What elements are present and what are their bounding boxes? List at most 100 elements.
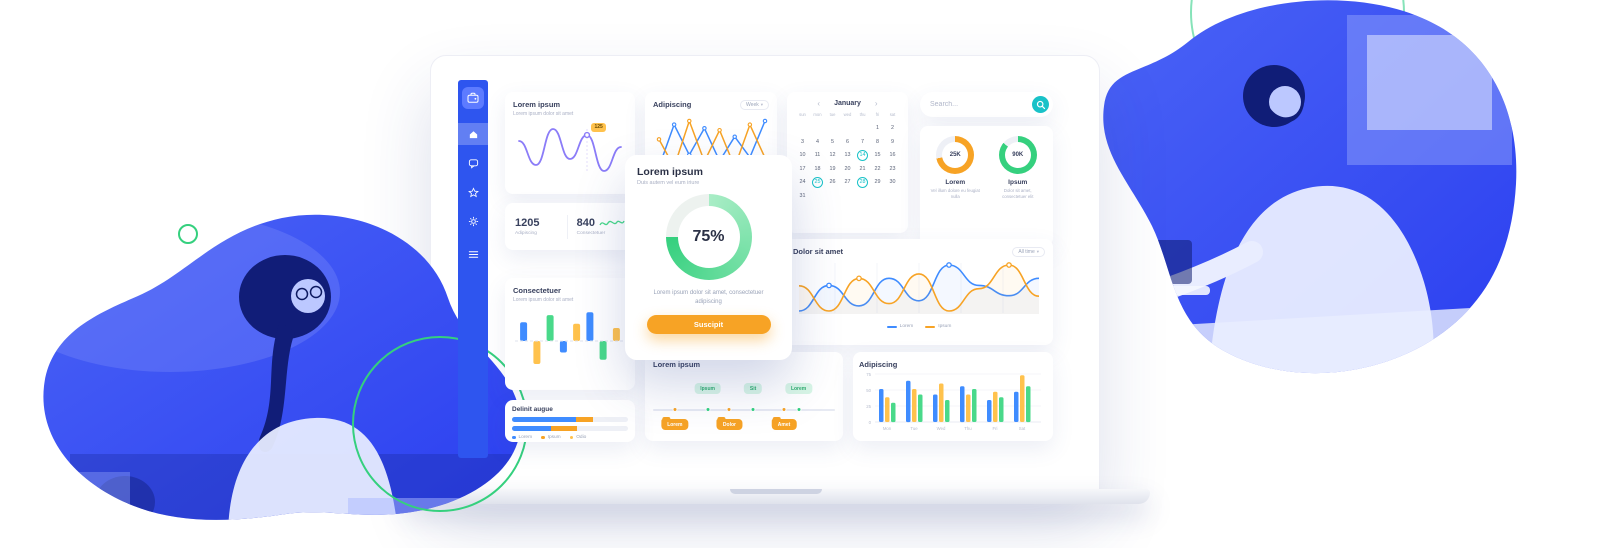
photo-man [1103, 0, 1517, 374]
data-point [856, 275, 862, 282]
timeline-tag[interactable]: Amet [771, 416, 797, 430]
bar [945, 400, 950, 422]
calendar-day[interactable]: 27 [844, 179, 851, 186]
calendar-day[interactable]: 13 [844, 152, 851, 159]
calendar-day[interactable]: 6 [846, 138, 849, 145]
calendar-day[interactable]: 11 [814, 152, 821, 159]
sidebar-item-home[interactable] [458, 123, 488, 145]
chat-icon [468, 158, 478, 169]
data-point [583, 131, 591, 138]
card-title: Lorem ipsum [513, 100, 561, 109]
card-consectetuer: Consectetuer Lorem ipsum dolor sit amet [505, 278, 635, 390]
calendar-day[interactable]: 30 [889, 179, 896, 186]
bar [972, 389, 977, 422]
timeline-node [705, 406, 711, 412]
y-axis-label: 0 [869, 420, 872, 425]
x-axis-label: Wed [937, 426, 946, 431]
sidebar-item-favorites[interactable] [458, 181, 488, 203]
next-month-button[interactable]: › [874, 99, 878, 108]
calendar-day[interactable]: 24 [799, 179, 806, 186]
line-series [518, 127, 622, 172]
timeline: Ipsum Sit Lorem Lorem Dolor Amet [653, 371, 835, 435]
calendar-day[interactable]: 31 [799, 192, 806, 199]
bar [918, 394, 923, 422]
timeline-tag[interactable]: Lorem [661, 416, 689, 430]
legend-item: Ipsum [541, 435, 561, 440]
calendar-day[interactable]: 10 [799, 152, 806, 159]
home-icon [469, 130, 477, 138]
data-point [717, 127, 722, 133]
x-axis-label: Sat [1019, 426, 1026, 431]
sidebar-item-menu[interactable] [458, 243, 488, 265]
range-label: Week [746, 102, 759, 108]
range-dropdown-week[interactable]: Week ▾ [740, 100, 769, 110]
bar [960, 386, 965, 423]
timeline-tag[interactable]: Sit [743, 383, 763, 394]
calendar-day[interactable]: 28 [855, 176, 870, 190]
calendar-day [885, 190, 900, 204]
y-axis-label: 50 [866, 388, 871, 393]
donut-center: 75% [677, 206, 740, 268]
timeline-node [726, 406, 732, 412]
calendar-day[interactable]: 4 [816, 138, 819, 145]
suscipit-button[interactable]: Suscipit [646, 315, 771, 334]
bar [586, 311, 594, 341]
legend-item: Ipsum [925, 324, 951, 329]
bar [939, 383, 944, 422]
range-dropdown-alltime[interactable]: All time ▾ [1012, 247, 1045, 257]
calendar-day[interactable]: 1 [876, 125, 879, 132]
calendar-day[interactable]: 8 [876, 138, 879, 145]
card-lorem-line: Lorem ipsum Lorem ipsum dolor sit amet 1… [505, 92, 635, 194]
data-point [747, 122, 753, 127]
sidebar-item-messages[interactable] [458, 152, 488, 174]
calendar-day[interactable]: 25 [810, 176, 825, 190]
percent-label: 75% [692, 228, 725, 245]
timeline-tag[interactable]: Lorem [784, 383, 813, 394]
calendar-day[interactable]: 23 [889, 165, 896, 172]
search-button[interactable] [1032, 96, 1049, 113]
calendar-day[interactable]: 22 [874, 165, 881, 172]
calendar-day-header: wed [843, 112, 852, 117]
donut-subtext: Dolor sit amet, consectetuer elit [1002, 188, 1034, 200]
calendar-day-header: fri [875, 112, 880, 117]
bar [933, 394, 938, 422]
calendar-day[interactable]: 18 [814, 165, 821, 172]
sidebar-logo[interactable] [462, 87, 484, 109]
data-point [1006, 262, 1012, 268]
calendar-day[interactable]: 15 [874, 152, 881, 159]
calendar-day [825, 190, 840, 204]
calendar-day[interactable]: 14 [855, 149, 870, 163]
x-axis-label: Mon [883, 426, 892, 431]
prev-month-button[interactable]: ‹ [817, 99, 821, 108]
timeline-tag[interactable]: Ipsum [694, 383, 721, 394]
timeline-tag[interactable]: Dolor [716, 416, 742, 430]
calendar-day-header: thu [859, 112, 866, 117]
bar [599, 340, 607, 360]
donut-chart: 25K [936, 136, 975, 174]
calendar-day[interactable]: 29 [874, 179, 881, 186]
card-donut-stats: 25K Lorem Vel illum dolore eu feugiat null… [920, 126, 1053, 246]
calendar-day[interactable]: 5 [831, 138, 834, 145]
legend-item: Odio [569, 435, 586, 440]
calendar-day[interactable]: 20 [844, 165, 851, 172]
grouped-bar-chart: 0 25 50 75 Mon Tue Wed Thu Fri Sat [866, 372, 1041, 431]
calendar-day[interactable]: 16 [889, 152, 896, 159]
chart-legend: Lorem Ipsum [793, 324, 1045, 329]
calendar-day[interactable]: 9 [891, 138, 894, 145]
card-delinit: Delinit augue Lorem Ipsum Odio [505, 400, 635, 442]
calendar-day[interactable]: 21 [859, 165, 866, 172]
calendar-day[interactable]: 19 [829, 165, 836, 172]
calendar-day[interactable]: 26 [829, 179, 836, 186]
calendar-day[interactable]: 3 [801, 138, 804, 145]
calendar-day[interactable]: 12 [829, 152, 836, 159]
sidebar-item-settings[interactable] [458, 210, 488, 232]
search-icon [1036, 100, 1045, 109]
progress-bars [512, 417, 628, 431]
data-point [671, 122, 677, 127]
calendar-day[interactable]: 17 [799, 165, 806, 172]
calendar-grid: 1 2 3 4 5 6 7 8 9 10 11 12 13 14 15 16 17 18 19 20 21 22 23 24 2… [795, 122, 900, 203]
laptop-hinge [730, 489, 822, 494]
calendar-day[interactable]: 7 [861, 138, 864, 145]
calendar-day[interactable]: 2 [891, 125, 894, 132]
search-input[interactable] [930, 101, 1032, 108]
